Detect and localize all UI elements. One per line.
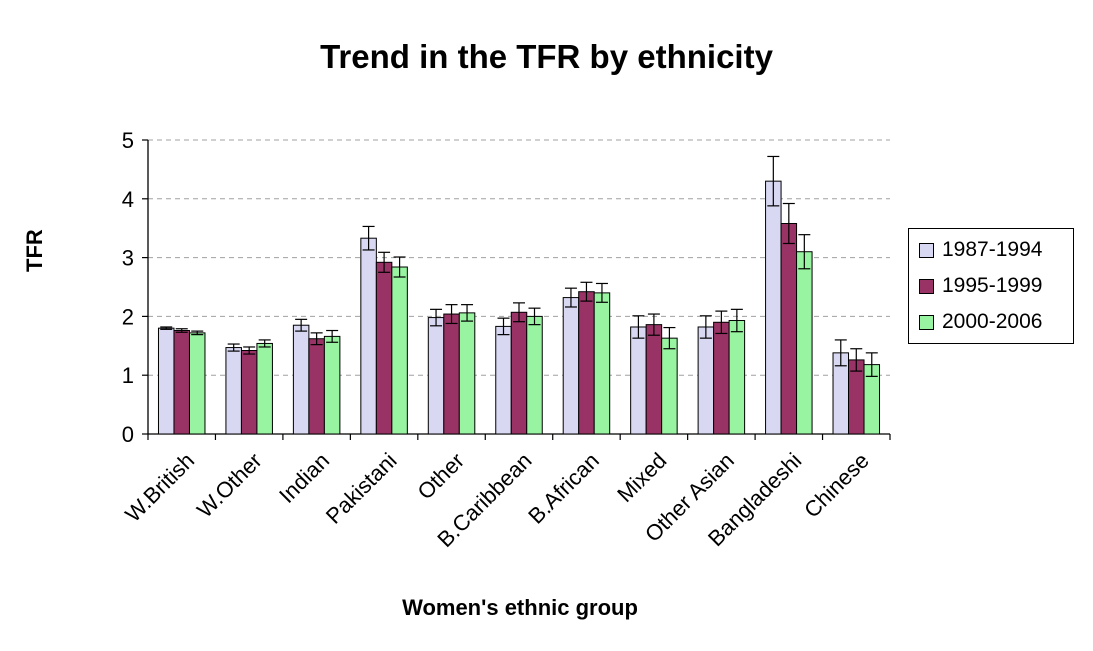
legend-label-2000-2006: 2000-2006 [942, 310, 1043, 333]
bar [323, 335, 341, 435]
bar [360, 237, 377, 435]
bar [578, 291, 595, 435]
legend-item-1987-1994: 1987-1994 [919, 235, 1042, 265]
bar [157, 327, 175, 435]
x-tick-label: Chinese [799, 448, 874, 523]
bar [645, 324, 663, 435]
bar [495, 325, 512, 435]
bar [391, 266, 408, 435]
legend-label-1995-1999: 1995-1999 [942, 274, 1043, 297]
bar [188, 332, 206, 435]
bar [375, 261, 393, 435]
y-tick-label: 3 [122, 246, 134, 271]
bar [292, 324, 310, 435]
bar [796, 251, 813, 435]
y-tick-label: 1 [122, 363, 134, 388]
bar [765, 180, 782, 435]
bar [713, 321, 730, 435]
bar [240, 350, 258, 435]
y-tick-label: 4 [122, 187, 134, 212]
bar [593, 292, 611, 435]
x-tick-label: Other [412, 448, 469, 505]
x-tick-label: Pakistani [321, 448, 402, 529]
bar [526, 315, 543, 435]
legend-item-2000-2006: 2000-2006 [919, 307, 1042, 337]
bar [427, 317, 445, 435]
legend-label-1987-1994: 1987-1994 [942, 238, 1043, 261]
bar [630, 326, 647, 435]
legend-swatch-1995-1999 [919, 278, 934, 294]
y-tick-label: 0 [122, 422, 134, 447]
x-tick-label: Mixed [612, 448, 671, 507]
bar [728, 320, 746, 435]
x-tick-label: W.Other [192, 448, 267, 523]
bar [308, 338, 325, 435]
bar [697, 326, 715, 435]
bar [780, 222, 798, 435]
bar [225, 347, 242, 435]
legend-item-1995-1999: 1995-1999 [919, 271, 1042, 301]
legend-swatch-1987-1994 [919, 242, 934, 258]
legend-swatch-2000-2006 [919, 314, 934, 330]
y-tick-label: 5 [122, 128, 134, 153]
bar [256, 342, 273, 435]
bar [661, 337, 678, 435]
bar [458, 312, 476, 435]
bar [510, 311, 528, 435]
bar [562, 297, 580, 435]
bar [173, 330, 190, 435]
legend: 1987-1994 1995-1999 2000-2006 [908, 228, 1074, 344]
x-tick-label: Indian [274, 448, 334, 508]
x-axis-label: Women's ethnic group [402, 595, 638, 620]
bar [443, 313, 460, 435]
x-tick-label: W.British [120, 448, 199, 527]
x-tick-label: B.African [523, 448, 604, 529]
chart-title: Trend in the TFR by ethnicity [320, 38, 773, 75]
y-tick-label: 2 [122, 304, 134, 329]
